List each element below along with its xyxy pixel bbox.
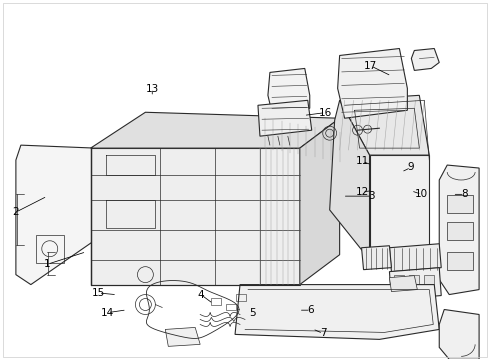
Text: 7: 7 <box>320 328 326 338</box>
Polygon shape <box>91 112 340 148</box>
Polygon shape <box>390 276 417 292</box>
Polygon shape <box>268 68 310 112</box>
Bar <box>226 303 236 310</box>
Text: 10: 10 <box>415 189 428 199</box>
Bar <box>447 222 473 240</box>
Polygon shape <box>338 49 407 118</box>
Text: 5: 5 <box>249 308 256 318</box>
Text: 14: 14 <box>101 308 114 318</box>
Text: 2: 2 <box>12 207 19 217</box>
Polygon shape <box>362 246 392 270</box>
Text: 12: 12 <box>356 187 369 197</box>
Text: 3: 3 <box>368 191 375 201</box>
Text: 16: 16 <box>319 108 332 118</box>
Bar <box>362 292 368 300</box>
Text: 17: 17 <box>364 61 378 71</box>
Polygon shape <box>300 118 340 285</box>
Polygon shape <box>369 155 429 260</box>
Bar <box>379 292 386 300</box>
Bar <box>236 293 246 301</box>
Polygon shape <box>358 288 392 303</box>
Text: 6: 6 <box>308 305 314 315</box>
Polygon shape <box>165 328 200 346</box>
Bar <box>447 252 473 270</box>
Polygon shape <box>439 165 479 294</box>
Polygon shape <box>258 100 312 136</box>
Bar <box>409 275 419 289</box>
Text: 1: 1 <box>44 259 50 269</box>
Text: 11: 11 <box>356 156 369 166</box>
Polygon shape <box>16 145 100 285</box>
Polygon shape <box>390 268 441 300</box>
Bar <box>36 235 64 263</box>
Text: 8: 8 <box>462 189 468 199</box>
Polygon shape <box>340 95 429 155</box>
Bar <box>424 275 434 289</box>
Polygon shape <box>91 148 300 285</box>
Polygon shape <box>439 310 479 359</box>
Polygon shape <box>330 100 369 260</box>
Text: 15: 15 <box>92 288 105 298</box>
Bar <box>211 298 221 305</box>
Bar <box>370 292 376 300</box>
Polygon shape <box>235 285 439 339</box>
Bar <box>447 195 473 213</box>
Polygon shape <box>412 49 439 71</box>
Bar <box>394 275 404 289</box>
Text: 9: 9 <box>408 162 414 172</box>
Text: 4: 4 <box>198 290 204 300</box>
Polygon shape <box>390 244 441 272</box>
Text: 13: 13 <box>146 84 159 94</box>
